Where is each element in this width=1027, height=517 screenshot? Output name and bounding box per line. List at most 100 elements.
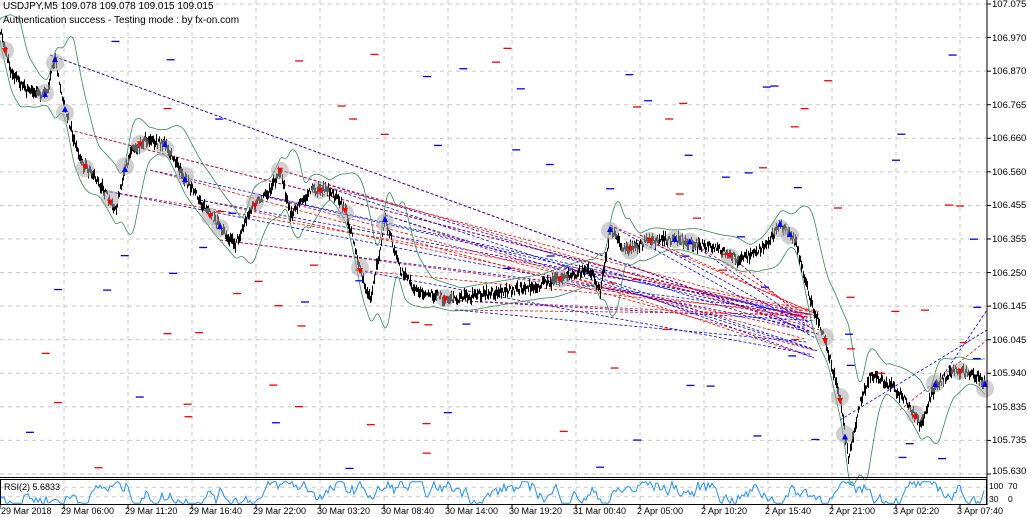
trade-line: [639, 234, 818, 316]
trade-line: [199, 199, 820, 335]
trade-circle: [46, 53, 64, 72]
y-tick-label: 106.560: [992, 166, 1027, 178]
sell-arrow-icon: [2, 48, 8, 55]
trade-line: [199, 199, 809, 315]
sell-arrow-icon: [357, 268, 363, 275]
y-tick-label: 106.250: [992, 267, 1027, 279]
buy-arrow-icon: [122, 165, 128, 172]
buy-arrow-icon: [42, 91, 48, 98]
sell-arrow-icon: [627, 245, 633, 252]
buy-arrow-icon: [182, 175, 188, 182]
rsi-tick-label: 100: [989, 481, 1004, 491]
sell-arrow-icon: [957, 369, 963, 376]
buy-arrow-icon: [777, 220, 783, 227]
y-tick-label: 106.660: [992, 133, 1027, 145]
buy-arrow-icon: [672, 235, 678, 242]
x-tick-label: 2 Apr 21:00: [829, 506, 876, 516]
trade-circle: [816, 328, 834, 347]
sell-arrow-icon: [107, 199, 113, 206]
trade-line: [729, 254, 811, 326]
trade-line: [444, 299, 815, 321]
rsi-line: [0, 479, 985, 506]
y-tick-label: 106.765: [992, 99, 1027, 111]
buy-arrow-icon: [607, 226, 613, 233]
y-tick-label: 106.145: [992, 301, 1027, 313]
bollinger-bands: [0, 14, 986, 486]
rsi-tick-label: 30: [989, 494, 999, 504]
lower-band: [0, 39, 986, 486]
y-tick-label: 106.970: [992, 32, 1027, 44]
buy-arrow-icon: [787, 230, 793, 237]
trade-line: [354, 269, 811, 355]
y-tick-label: 105.630: [992, 466, 1027, 477]
rsi-tick-label: 70: [1008, 481, 1018, 491]
buy-arrow-icon: [932, 380, 938, 387]
x-tick-label: 29 Mar 16:40: [189, 506, 243, 516]
signal-markers: [0, 40, 994, 470]
trade-circle: [831, 388, 849, 407]
x-tick-label: 30 Mar 08:40: [381, 506, 435, 516]
trade-lines: [49, 54, 988, 421]
trade-line: [219, 239, 813, 315]
sell-arrow-icon: [912, 414, 918, 421]
x-tick-label: 3 Apr 02:20: [893, 506, 940, 516]
y-tick-label: 106.870: [992, 66, 1027, 78]
trade-circle: [376, 213, 394, 232]
x-tick-label: 2 Apr 15:40: [765, 506, 812, 516]
x-tick-label: 29 Mar 22:00: [253, 506, 307, 516]
trade-line: [609, 224, 817, 340]
sell-arrow-icon: [557, 276, 563, 283]
trade-circle: [351, 258, 369, 277]
sell-arrow-icon: [207, 213, 213, 220]
x-tick-label: 2 Apr 10:20: [701, 506, 748, 516]
symbol-info: USDJPY,M5 109.078 109.078 109.015 109.01…: [3, 1, 214, 12]
x-tick-label: 30 Mar 03:20: [317, 506, 371, 516]
trade-line: [259, 194, 813, 323]
rsi-label: RSI(2) 5.6833: [4, 482, 61, 492]
trade-circle: [156, 139, 174, 158]
trade-line: [939, 309, 988, 381]
buy-arrow-icon: [382, 215, 388, 222]
y-tick-label: 105.735: [992, 435, 1027, 447]
trade-circle: [101, 190, 119, 209]
x-tick-label: 29 Mar 06:00: [61, 506, 115, 516]
sell-arrow-icon: [342, 207, 348, 214]
rsi-tick-label: 0: [1008, 494, 1013, 504]
trade-line: [679, 234, 816, 332]
y-tick-label: 105.940: [992, 368, 1027, 380]
sell-arrow-icon: [442, 296, 448, 303]
sell-arrow-icon: [822, 337, 828, 344]
sell-arrow-icon: [277, 167, 283, 174]
sell-arrow-icon: [837, 397, 843, 404]
buy-arrow-icon: [217, 223, 223, 230]
upper-band: [0, 14, 985, 393]
x-tick-label: 3 Apr 07:40: [957, 506, 1004, 516]
trade-line: [319, 184, 813, 349]
x-tick-label: 30 Mar 14:00: [445, 506, 499, 516]
trade-circle: [246, 193, 264, 212]
trade-line: [454, 309, 807, 343]
buy-arrow-icon: [842, 433, 848, 440]
trade-line: [354, 269, 812, 315]
y-tick-label: 106.355: [992, 234, 1027, 245]
trade-line: [454, 309, 810, 315]
buy-arrow-icon: [162, 140, 168, 147]
trade-line: [279, 169, 820, 331]
x-tick-label: 29 Mar 2018: [1, 506, 52, 516]
y-tick-label: 106.455: [992, 200, 1027, 212]
grid: [0, 0, 991, 509]
buy-arrow-icon: [52, 55, 58, 62]
y-tick-label: 106.045: [992, 334, 1027, 346]
sell-arrow-icon: [317, 188, 323, 195]
sell-arrow-icon: [82, 164, 88, 171]
sell-arrow-icon: [252, 202, 258, 209]
y-tick-label: 107.075: [992, 0, 1027, 10]
trade-circle: [906, 405, 924, 424]
rsi-window-border: [0, 479, 987, 505]
trade-line: [319, 184, 815, 317]
trade-line: [49, 54, 818, 335]
trade-line: [69, 129, 808, 320]
trade-line: [559, 264, 820, 312]
x-tick-label: 2 Apr 05:00: [637, 506, 684, 516]
